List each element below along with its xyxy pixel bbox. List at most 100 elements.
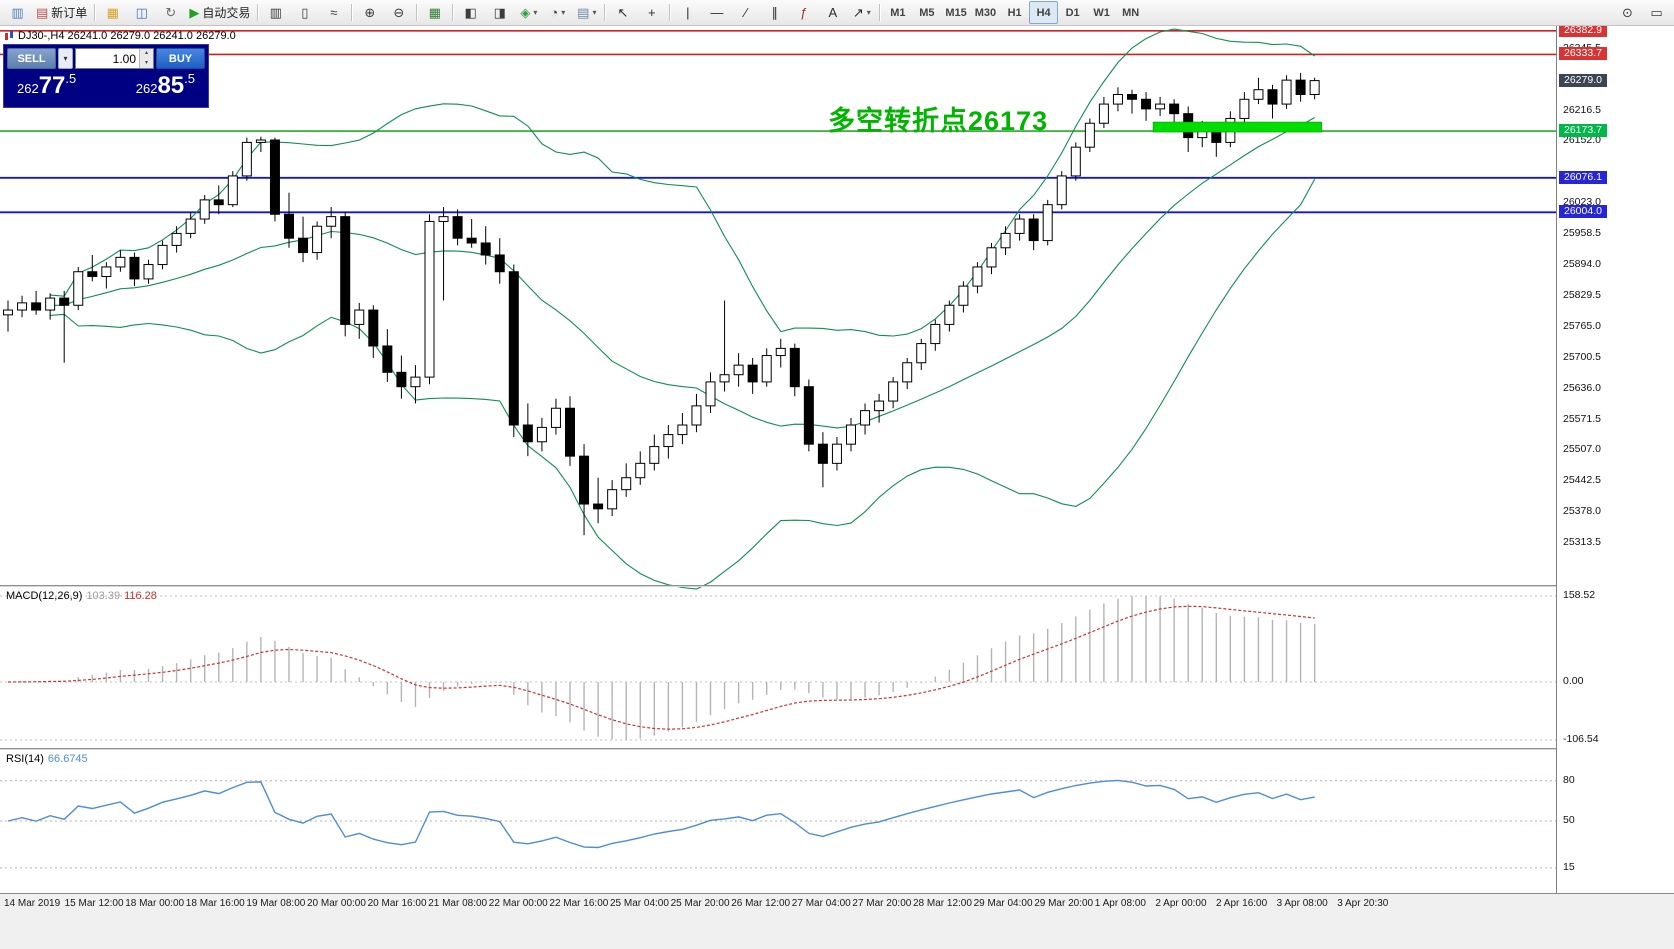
- refresh-button[interactable]: ↻: [156, 1, 185, 24]
- new-chart-button[interactable]: ◈ ▾: [514, 1, 543, 24]
- tf-h4-button[interactable]: H4: [1029, 1, 1059, 24]
- vertical-line-icon: |: [686, 5, 690, 20]
- rsi-name: RSI(14): [6, 753, 44, 765]
- zoom-in-button[interactable]: ⊕: [355, 1, 384, 24]
- template-button[interactable]: ▤ ▾: [572, 1, 601, 24]
- tf-m30-button[interactable]: M30: [971, 1, 1000, 24]
- symbol-icon: [5, 31, 13, 40]
- chart-columns-icon: ▥: [11, 5, 24, 20]
- price-badge: 26173.7: [1559, 124, 1607, 138]
- time-label: 27 Mar 20:00: [852, 898, 912, 909]
- tf-m15-button[interactable]: M15: [941, 1, 970, 24]
- market-watch-button[interactable]: ◫: [127, 1, 156, 24]
- chart-ohlc-header: DJ30-,H4 26241.0 26279.0 26241.0 26279.0: [4, 30, 236, 42]
- toolbar-separator: [257, 4, 259, 21]
- highlight-bar: [1152, 121, 1322, 133]
- volume-input[interactable]: [76, 49, 139, 68]
- sell-button[interactable]: SELL: [7, 48, 56, 69]
- tf-h1-button[interactable]: H1: [1000, 1, 1029, 24]
- price-chart-panel[interactable]: [0, 26, 1556, 585]
- cascade-windows-button[interactable]: ◨: [485, 1, 514, 24]
- horizontal-line-button[interactable]: —: [702, 1, 731, 24]
- search-button[interactable]: ⊙: [1613, 1, 1642, 24]
- axis-label: 25700.5: [1563, 350, 1601, 363]
- horizontal-line-icon: —: [710, 5, 724, 20]
- autotrade-play-icon: ▶: [189, 5, 200, 20]
- profiles-button[interactable]: ◔ ▾: [543, 1, 572, 24]
- time-label: 27 Mar 04:00: [791, 898, 851, 909]
- app-button[interactable]: ▥: [3, 1, 32, 24]
- autotrade-button[interactable]: ▶ 自动交易: [185, 1, 254, 24]
- cursor-button[interactable]: ↖: [608, 1, 637, 24]
- volume-down-button[interactable]: ▾: [140, 58, 153, 68]
- macd-name: MACD(12,26,9): [6, 590, 83, 602]
- cascade-windows-icon: ◨: [493, 5, 506, 20]
- arrow-shapes-icon: ↗: [852, 5, 864, 20]
- window-list-button[interactable]: ▭: [1642, 1, 1671, 24]
- toolbar-separator: [669, 4, 671, 21]
- toolbar-left-groups: ▥ ▤ 新订单 ▦ ◫ ↻ ▶ 自动交易 ▥ ▯ ≈ ⊕ ⊖ ▦ ◧ ◨ ◈ ▾ ◔ ▾ ▤ ▾ ↖ + | — ∕ ∥ ƒ A ↗ ▾ M1 M…: [3, 1, 1145, 24]
- tf-m5-button[interactable]: M5: [912, 1, 941, 24]
- axis-label: 15: [1563, 860, 1575, 873]
- zoom-out-icon: ⊖: [393, 5, 405, 20]
- panel-separator[interactable]: [0, 585, 1674, 587]
- trendline-icon: ∕: [744, 5, 747, 20]
- chart-ohlc-text: DJ30-,H4 26241.0 26279.0 26241.0 26279.0: [18, 30, 236, 42]
- tf-w1-button[interactable]: W1: [1087, 1, 1116, 24]
- chevron-down-icon: ▾: [63, 54, 68, 63]
- candlestick-chart-button[interactable]: ▯: [290, 1, 319, 24]
- zoom-out-button[interactable]: ⊖: [384, 1, 413, 24]
- time-axis[interactable]: 14 Mar 2019 15 Mar 12:00 18 Mar 00:00 18 Ma…: [0, 893, 1674, 949]
- tf-m1-button[interactable]: M1: [883, 1, 912, 24]
- time-label: 18 Mar 16:00: [185, 898, 245, 909]
- text-button[interactable]: A: [818, 1, 847, 24]
- chart-canvas[interactable]: [0, 0, 1556, 893]
- volume-field: ▴ ▾: [75, 48, 154, 69]
- axis-label: 26216.5: [1563, 103, 1601, 116]
- channel-button[interactable]: ∥: [760, 1, 789, 24]
- tf-m15-label: M15: [945, 6, 967, 19]
- vertical-line-button[interactable]: |: [673, 1, 702, 24]
- tf-mn-button[interactable]: MN: [1116, 1, 1145, 24]
- fibonacci-button[interactable]: ƒ: [789, 1, 818, 24]
- chart-window-button[interactable]: ▦: [98, 1, 127, 24]
- line-chart-button[interactable]: ≈: [319, 1, 348, 24]
- panel-separator[interactable]: [0, 748, 1674, 750]
- clock-icon: ◔: [550, 5, 559, 20]
- buy-price-big-digits: 85: [157, 72, 185, 99]
- price-badge: 26382.9: [1559, 23, 1607, 37]
- sell-price-prefix: 262: [17, 81, 39, 96]
- tf-m30-label: M30: [974, 6, 997, 19]
- order-type-caret-button[interactable]: ▾: [58, 48, 73, 69]
- tile-windows-button[interactable]: ◧: [456, 1, 485, 24]
- axis-label: 25829.5: [1563, 288, 1601, 301]
- tf-w1-label: W1: [1093, 6, 1110, 19]
- trendline-button[interactable]: ∕: [731, 1, 760, 24]
- price-badge: 26076.1: [1559, 170, 1607, 184]
- chart-window-icon: ▦: [106, 5, 119, 20]
- toolbar-separator: [94, 4, 96, 21]
- rsi-value: 66.6745: [47, 753, 88, 765]
- time-label: 21 Mar 08:00: [428, 898, 488, 909]
- bollinger-bands-layer: [50, 28, 1316, 590]
- new-order-button[interactable]: ▤ 新订单: [32, 1, 91, 24]
- market-watch-icon: ◫: [135, 5, 148, 20]
- axis-label: 80: [1563, 773, 1575, 786]
- sell-price-big-digits: 77: [38, 72, 66, 99]
- arrows-button[interactable]: ↗ ▾: [847, 1, 876, 24]
- volume-up-button[interactable]: ▴: [140, 49, 153, 59]
- crosshair-button[interactable]: +: [637, 1, 666, 24]
- tf-d1-button[interactable]: D1: [1058, 1, 1087, 24]
- tf-h4-label: H4: [1036, 6, 1051, 19]
- toolbar-separator: [452, 4, 454, 21]
- buy-button[interactable]: BUY: [156, 48, 205, 69]
- candlesticks-layer: [3, 72, 1320, 536]
- bar-chart-button[interactable]: ▥: [261, 1, 290, 24]
- cursor-icon: ↖: [617, 5, 629, 20]
- price-axis[interactable]: 26345.526216.526152.026023.025958.525894…: [1556, 23, 1674, 893]
- axis-label: 25958.5: [1563, 227, 1601, 240]
- equidistant-channel-icon: ∥: [771, 5, 779, 20]
- macd-panel[interactable]: [0, 587, 1556, 748]
- toolbar-right-group: ⊙ ▭: [1613, 1, 1671, 24]
- auto-scroll-button[interactable]: ▦: [420, 1, 449, 24]
